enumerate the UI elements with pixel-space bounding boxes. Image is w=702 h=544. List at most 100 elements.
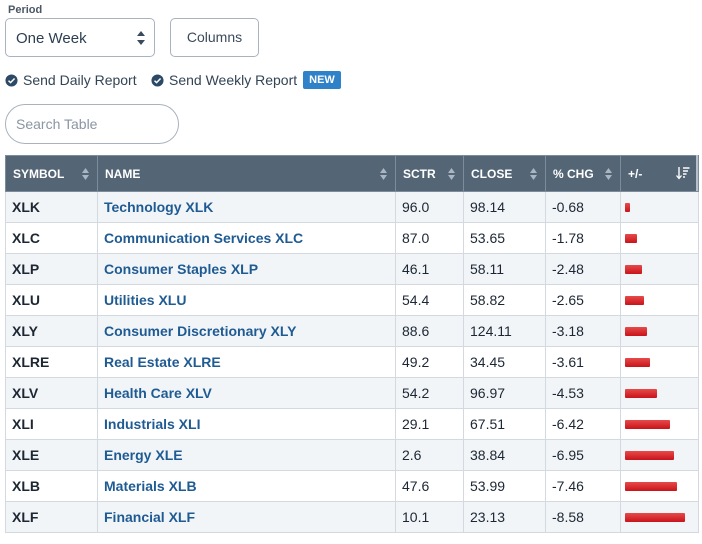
- cell-name: Energy XLE: [97, 439, 396, 471]
- change-bar: [625, 419, 670, 429]
- name-link[interactable]: Financial XLF: [104, 509, 196, 525]
- sort-icon: [380, 168, 387, 180]
- send-weekly-report-label: Send Weekly Report: [169, 72, 298, 88]
- change-bar: [625, 326, 647, 336]
- cell-pct-chg: -8.58: [545, 501, 621, 533]
- header-close[interactable]: CLOSE: [463, 155, 546, 192]
- cell-close: 96.97: [463, 377, 546, 409]
- cell-pct-chg: -0.68: [545, 191, 621, 223]
- table-row[interactable]: XLRE Real Estate XLRE 49.2 34.45 -3.61: [5, 346, 699, 378]
- name-link[interactable]: Industrials XLI: [104, 416, 201, 432]
- sort-icon: [82, 168, 89, 180]
- header-plus-minus-label: +/-: [628, 166, 643, 181]
- cell-close: 98.14: [463, 191, 546, 223]
- cell-sctr: 88.6: [395, 315, 464, 347]
- cell-symbol: XLI: [5, 408, 98, 440]
- change-bar: [625, 357, 650, 367]
- table-row[interactable]: XLK Technology XLK 96.0 98.14 -0.68: [5, 191, 699, 223]
- header-pct-chg[interactable]: % CHG: [545, 155, 621, 192]
- sort-icon: [448, 168, 455, 180]
- table-row[interactable]: XLB Materials XLB 47.6 53.99 -7.46: [5, 470, 699, 502]
- change-bar: [625, 202, 630, 212]
- cell-change-bar: [620, 470, 699, 502]
- name-link[interactable]: Consumer Discretionary XLY: [104, 323, 297, 339]
- cell-change-bar: [620, 222, 699, 254]
- sector-table: SYMBOL NAME SCTR CLOSE % CHG: [5, 155, 699, 533]
- table-row[interactable]: XLU Utilities XLU 54.4 58.82 -2.65: [5, 284, 699, 316]
- cell-sctr: 87.0: [395, 222, 464, 254]
- scrollbar[interactable]: [696, 155, 698, 191]
- sort-icon: [530, 168, 537, 180]
- change-bar: [625, 388, 657, 398]
- sort-descending-icon: [676, 167, 690, 180]
- cell-close: 58.82: [463, 284, 546, 316]
- table-row[interactable]: XLC Communication Services XLC 87.0 53.65 -1…: [5, 222, 699, 254]
- header-close-label: CLOSE: [471, 166, 513, 181]
- cell-name: Financial XLF: [97, 501, 396, 533]
- cell-symbol: XLP: [5, 253, 98, 285]
- name-link[interactable]: Utilities XLU: [104, 292, 187, 308]
- cell-symbol: XLF: [5, 501, 98, 533]
- period-select[interactable]: One Week: [5, 18, 155, 57]
- change-bar: [625, 450, 674, 460]
- cell-name: Health Care XLV: [97, 377, 396, 409]
- cell-symbol: XLC: [5, 222, 98, 254]
- name-link[interactable]: Materials XLB: [104, 478, 197, 494]
- select-arrows-icon: [137, 31, 145, 45]
- header-name[interactable]: NAME: [97, 155, 396, 192]
- cell-change-bar: [620, 191, 699, 223]
- header-sctr-label: SCTR: [403, 166, 436, 181]
- search-table-input[interactable]: [5, 104, 179, 144]
- cell-close: 34.45: [463, 346, 546, 378]
- cell-change-bar: [620, 408, 699, 440]
- cell-sctr: 10.1: [395, 501, 464, 533]
- columns-button[interactable]: Columns: [170, 18, 259, 57]
- name-link[interactable]: Technology XLK: [104, 199, 214, 215]
- cell-sctr: 2.6: [395, 439, 464, 471]
- header-symbol[interactable]: SYMBOL: [5, 155, 98, 192]
- header-pct-chg-label: % CHG: [553, 166, 594, 181]
- cell-close: 67.51: [463, 408, 546, 440]
- send-weekly-report-toggle[interactable]: Send Weekly Report NEW: [151, 70, 341, 90]
- cell-pct-chg: -3.18: [545, 315, 621, 347]
- cell-pct-chg: -1.78: [545, 222, 621, 254]
- send-daily-report-toggle[interactable]: Send Daily Report: [5, 70, 137, 90]
- cell-change-bar: [620, 346, 699, 378]
- change-bar: [625, 512, 685, 522]
- name-link[interactable]: Energy XLE: [104, 447, 183, 463]
- table-row[interactable]: XLY Consumer Discretionary XLY 88.6 124.11-…: [5, 315, 699, 347]
- table-row[interactable]: XLE Energy XLE 2.6 38.84 -6.95: [5, 439, 699, 471]
- period-select-value: One Week: [16, 30, 87, 47]
- cell-pct-chg: -3.61: [545, 346, 621, 378]
- name-link[interactable]: Consumer Staples XLP: [104, 261, 259, 277]
- cell-symbol: XLRE: [5, 346, 98, 378]
- cell-pct-chg: -7.46: [545, 470, 621, 502]
- name-link[interactable]: Real Estate XLRE: [104, 354, 221, 370]
- cell-change-bar: [620, 315, 699, 347]
- check-circle-icon: [5, 73, 18, 87]
- header-sctr[interactable]: SCTR: [395, 155, 464, 192]
- cell-pct-chg: -2.48: [545, 253, 621, 285]
- name-link[interactable]: Communication Services XLC: [104, 230, 304, 246]
- cell-name: Real Estate XLRE: [97, 346, 396, 378]
- header-name-label: NAME: [105, 166, 141, 181]
- header-plus-minus[interactable]: +/-: [620, 155, 699, 192]
- table-row[interactable]: XLP Consumer Staples XLP 46.1 58.11 -2.48: [5, 253, 699, 285]
- cell-name: Technology XLK: [97, 191, 396, 223]
- table-row[interactable]: XLV Health Care XLV 54.2 96.97 -4.53: [5, 377, 699, 409]
- period-label: Period: [8, 4, 43, 16]
- cell-name: Communication Services XLC: [97, 222, 396, 254]
- name-link[interactable]: Health Care XLV: [104, 385, 212, 401]
- header-symbol-label: SYMBOL: [13, 166, 65, 181]
- cell-sctr: 47.6: [395, 470, 464, 502]
- change-bar: [625, 481, 677, 491]
- cell-symbol: XLE: [5, 439, 98, 471]
- new-badge: NEW: [303, 71, 341, 89]
- cell-symbol: XLY: [5, 315, 98, 347]
- cell-pct-chg: -4.53: [545, 377, 621, 409]
- table-row[interactable]: XLF Financial XLF 10.1 23.13 -8.58: [5, 501, 699, 533]
- cell-sctr: 54.4: [395, 284, 464, 316]
- cell-pct-chg: -6.42: [545, 408, 621, 440]
- cell-change-bar: [620, 284, 699, 316]
- table-row[interactable]: XLI Industrials XLI 29.1 67.51 -6.42: [5, 408, 699, 440]
